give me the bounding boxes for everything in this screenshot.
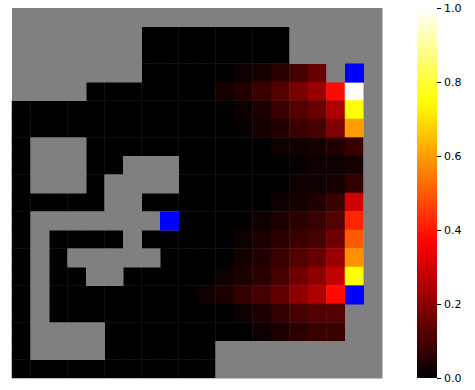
svg-text:0.4: 0.4 (444, 224, 462, 237)
svg-text:0.2: 0.2 (444, 298, 462, 311)
svg-text:0.8: 0.8 (444, 76, 462, 89)
svg-text:0.6: 0.6 (444, 150, 462, 163)
svg-text:0.0: 0.0 (444, 372, 462, 385)
svg-text:1.0: 1.0 (444, 2, 462, 15)
